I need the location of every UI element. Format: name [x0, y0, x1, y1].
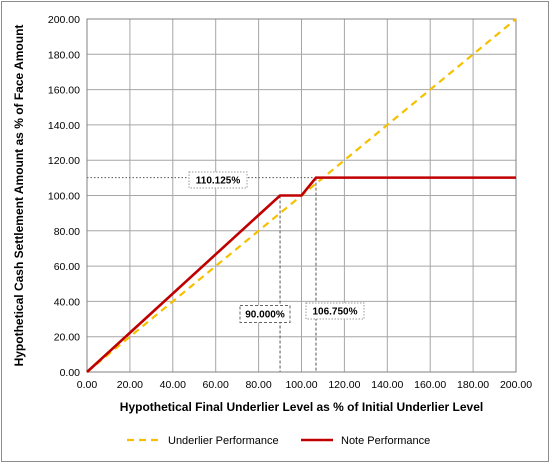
y-tick-label: 100.00 [48, 191, 80, 203]
callout-106-label: 106.750% [312, 307, 357, 318]
y-tick-label: 140.00 [48, 120, 80, 132]
y-tick-label: 200.00 [48, 14, 80, 26]
y-tick-label: 180.00 [48, 49, 80, 61]
x-tick-label: 40.00 [160, 379, 186, 391]
legend-label-note: Note Performance [341, 435, 430, 447]
x-tick-label: 180.00 [457, 379, 489, 391]
x-tick-labels: 0.00 20.00 40.00 60.00 80.00 100.00 120.00 140.… [77, 379, 532, 391]
y-tick-labels: 0.00 20.00 40.00 60.00 80.00 100.00 120.00 140.… [48, 14, 80, 379]
x-tick-label: 0.00 [77, 379, 98, 391]
y-tick-label: 40.00 [54, 296, 80, 308]
x-tick-label: 140.00 [371, 379, 403, 391]
series-note-line [86, 176, 516, 373]
callout-106-box [305, 302, 365, 320]
series-layer [86, 18, 517, 373]
x-tick-label: 80.00 [245, 379, 271, 391]
legend: Underlier Performance Note Performance [127, 435, 430, 447]
y-tick-label: 120.00 [48, 155, 80, 167]
callout-106: 106.750% [305, 302, 365, 320]
x-tick-label: 160.00 [414, 379, 446, 391]
callout-110-label: 110.125% [196, 176, 241, 187]
callouts: 110.125% 90.000% 106.750% [188, 171, 365, 323]
reference-lines [87, 177, 317, 372]
x-tick-label: 20.00 [117, 379, 143, 391]
y-tick-label: 60.00 [54, 261, 80, 273]
x-tick-label: 60.00 [203, 379, 229, 391]
x-tick-label: 200.00 [500, 379, 532, 391]
x-tick-label: 100.00 [285, 379, 317, 391]
callout-90: 90.000% [239, 305, 291, 323]
plot-area [86, 18, 517, 373]
legend-label-underlier: Underlier Performance [168, 435, 279, 447]
callout-90-box [239, 305, 291, 323]
y-tick-label: 160.00 [48, 85, 80, 97]
x-axis-title: Hypothetical Final Underlier Level as % … [120, 400, 483, 414]
y-tick-label: 80.00 [54, 226, 80, 238]
callout-110-box [188, 171, 248, 189]
y-tick-label: 20.00 [54, 332, 80, 344]
callout-110: 110.125% [188, 171, 248, 189]
y-axis-title: Hypothetical Cash Settlement Amount as %… [12, 25, 26, 367]
y-tick-label: 0.00 [60, 367, 81, 379]
x-tick-label: 120.00 [328, 379, 360, 391]
callout-90-label: 90.000% [245, 310, 285, 321]
